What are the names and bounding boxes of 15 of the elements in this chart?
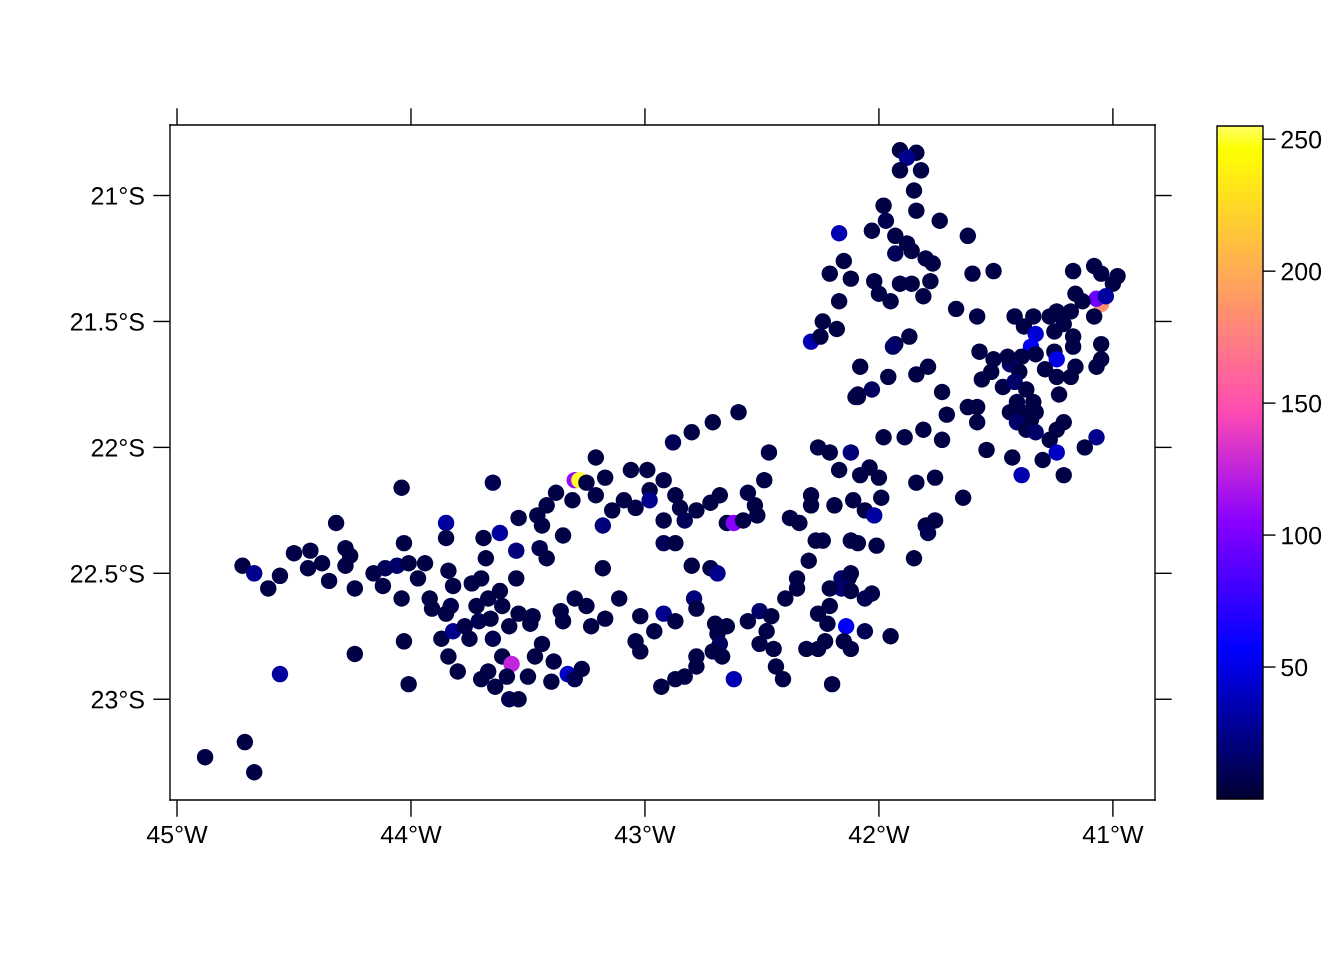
y-tick-label: 22°S — [91, 438, 144, 457]
y-tick-label: 21°S — [91, 187, 144, 205]
x-tick-label: 45°W — [146, 825, 208, 844]
color-bar-label: 200 — [1281, 262, 1322, 281]
color-bar-label: 250 — [1281, 130, 1322, 149]
y-tick-label: 21.5°S — [70, 313, 144, 331]
x-tick-label: 42°W — [848, 825, 910, 844]
x-tick-label: 43°W — [614, 825, 676, 844]
x-tick-label: 44°W — [380, 825, 442, 844]
y-tick-label: 22.5°S — [70, 564, 144, 583]
x-tick-label: 41°W — [1082, 825, 1144, 844]
color-bar-label: 50 — [1281, 658, 1308, 677]
y-tick-label: 23°S — [91, 690, 144, 709]
color-bar-label: 150 — [1282, 394, 1322, 413]
color-bar-label: 100 — [1282, 526, 1322, 545]
